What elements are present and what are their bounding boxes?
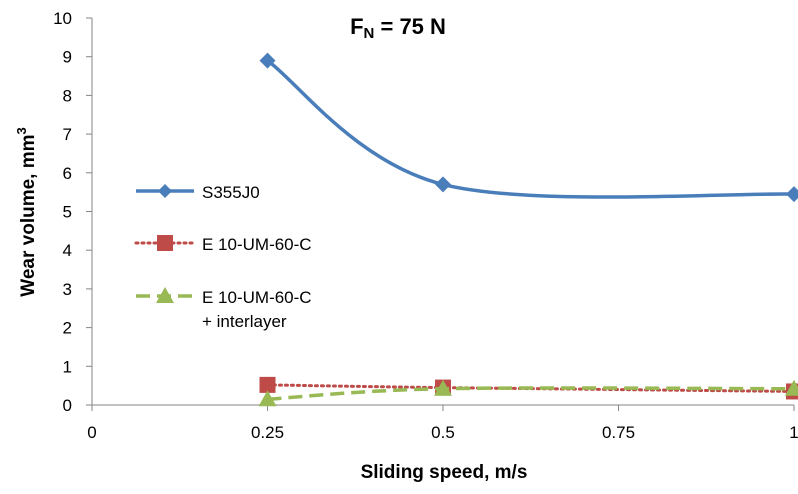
legend-label-e10: E 10-UM-60-C <box>202 235 312 254</box>
data-point-square <box>259 376 276 393</box>
legend-marker-square <box>157 235 173 251</box>
y-tick-label: 4 <box>63 241 72 260</box>
series-line-0 <box>266 59 795 199</box>
x-tick-label: 0.75 <box>602 423 635 442</box>
title-subscript: N <box>364 25 375 42</box>
data-point-diamond <box>435 176 451 193</box>
legend-item-s355j0: S355J0 <box>136 183 260 202</box>
series-line-2 <box>267 386 795 401</box>
y-axis-label: Wear volume, mm3 <box>14 127 39 297</box>
legend-label-e10-interlayer-line2: + interlayer <box>202 312 287 331</box>
data-point-triangle <box>434 379 452 396</box>
data-point-triangle <box>785 379 798 396</box>
legend: S355J0 E 10-UM-60-C E 10-UM-60-C + inter… <box>134 183 312 331</box>
y-tick-label: 6 <box>63 164 72 183</box>
x-tick-label: 0.25 <box>251 423 284 442</box>
x-tick-label: 0 <box>87 423 96 442</box>
chart-title: FN = 75 N <box>350 14 446 42</box>
x-axis-label: Sliding speed, m/s <box>361 462 528 483</box>
y-tick-label: 5 <box>63 203 72 222</box>
y-tick-label: 8 <box>63 86 72 105</box>
legend-label-e10-interlayer: E 10-UM-60-C <box>202 288 312 307</box>
y-tick-label: 9 <box>63 48 72 67</box>
data-point-diamond <box>786 186 798 203</box>
legend-item-e10-interlayer: E 10-UM-60-C + interlayer <box>136 287 312 331</box>
legend-item-e10: E 10-UM-60-C <box>134 235 312 254</box>
title-main: F <box>350 14 363 39</box>
legend-marker-diamond <box>158 184 172 198</box>
series-layer <box>258 52 798 407</box>
x-tick-label: 0.5 <box>431 423 455 442</box>
y-tick-label: 0 <box>63 396 72 415</box>
title-rest: = 75 N <box>374 14 446 39</box>
y-tick-label: 7 <box>63 125 72 144</box>
legend-marker-triangle <box>156 287 174 303</box>
y-tick-label: 2 <box>63 319 72 338</box>
y-ticks: 0 1 2 3 4 5 6 7 8 9 10 <box>53 9 92 415</box>
x-ticks: 0 0.25 0.5 0.75 1 <box>87 405 798 442</box>
x-axis-label-text: Sliding speed, m/s <box>361 462 528 483</box>
x-tick-label: 1 <box>789 423 798 442</box>
y-tick-label: 3 <box>63 280 72 299</box>
y-axis-label-sup: 3 <box>14 127 29 134</box>
y-axis-label-text: Wear volume, mm <box>18 134 39 296</box>
y-tick-label: 1 <box>63 357 72 376</box>
y-tick-label: 10 <box>53 9 72 28</box>
data-point-diamond <box>259 52 276 69</box>
legend-label-s355j0: S355J0 <box>202 183 260 202</box>
data-point-triangle <box>258 390 277 407</box>
